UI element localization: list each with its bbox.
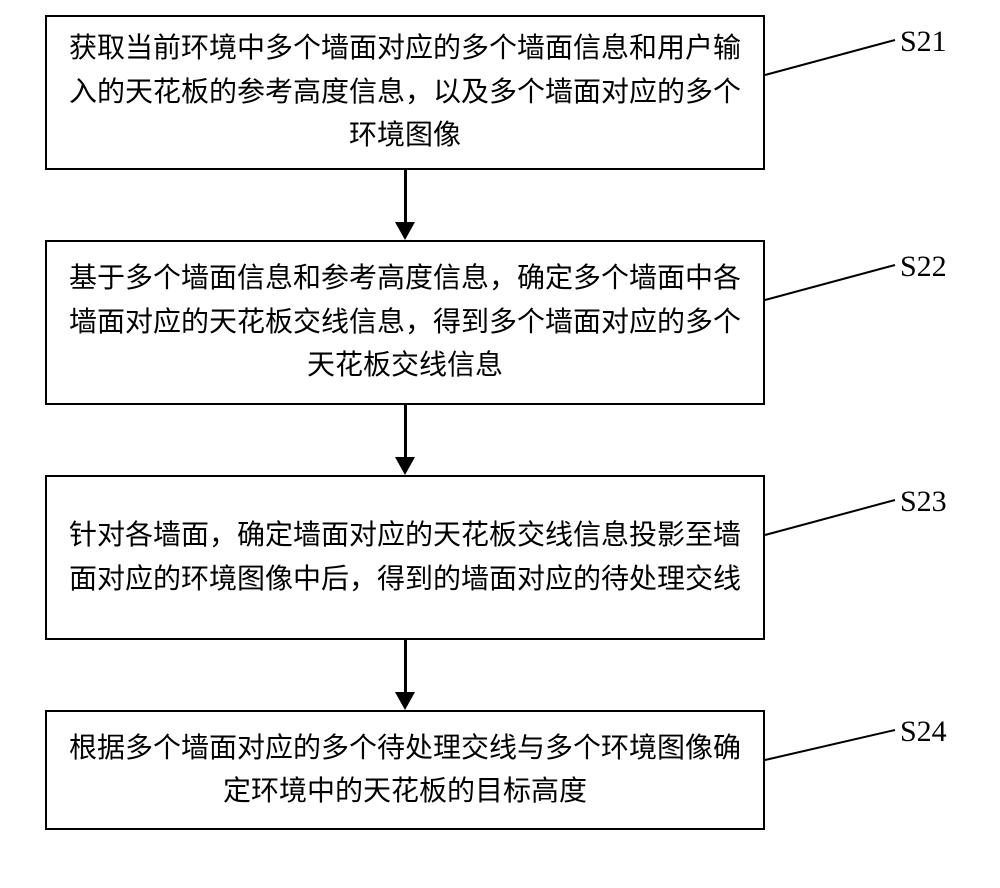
- step-box-s23: 针对各墙面，确定墙面对应的天花板交线信息投影至墙面对应的环境图像中后，得到的墙面…: [45, 475, 765, 640]
- step-label-s22: S22: [900, 250, 947, 284]
- connector-1-line: [404, 170, 407, 222]
- connector-1-arrow: [395, 222, 415, 240]
- connector-2-arrow: [395, 457, 415, 475]
- flowchart-container: 获取当前环境中多个墙面对应的多个墙面信息和用户输入的天花板的参考高度信息，以及多…: [0, 0, 1000, 888]
- step-label-s21: S21: [900, 25, 947, 59]
- step-text: 针对各墙面，确定墙面对应的天花板交线信息投影至墙面对应的环境图像中后，得到的墙面…: [67, 514, 743, 601]
- step-box-s21: 获取当前环境中多个墙面对应的多个墙面信息和用户输入的天花板的参考高度信息，以及多…: [45, 15, 765, 170]
- step-label-s23: S23: [900, 485, 947, 519]
- step-label-s24: S24: [900, 715, 947, 749]
- step-box-s24: 根据多个墙面对应的多个待处理交线与多个环境图像确定环境中的天花板的目标高度: [45, 710, 765, 830]
- step-text: 获取当前环境中多个墙面对应的多个墙面信息和用户输入的天花板的参考高度信息，以及多…: [67, 27, 743, 157]
- step-text: 基于多个墙面信息和参考高度信息，确定多个墙面中各墙面对应的天花板交线信息，得到多…: [67, 257, 743, 387]
- connector-3-line: [404, 640, 407, 692]
- connector-3-arrow: [395, 692, 415, 710]
- step-box-s22: 基于多个墙面信息和参考高度信息，确定多个墙面中各墙面对应的天花板交线信息，得到多…: [45, 240, 765, 405]
- connector-2-line: [404, 405, 407, 457]
- step-text: 根据多个墙面对应的多个待处理交线与多个环境图像确定环境中的天花板的目标高度: [67, 727, 743, 814]
